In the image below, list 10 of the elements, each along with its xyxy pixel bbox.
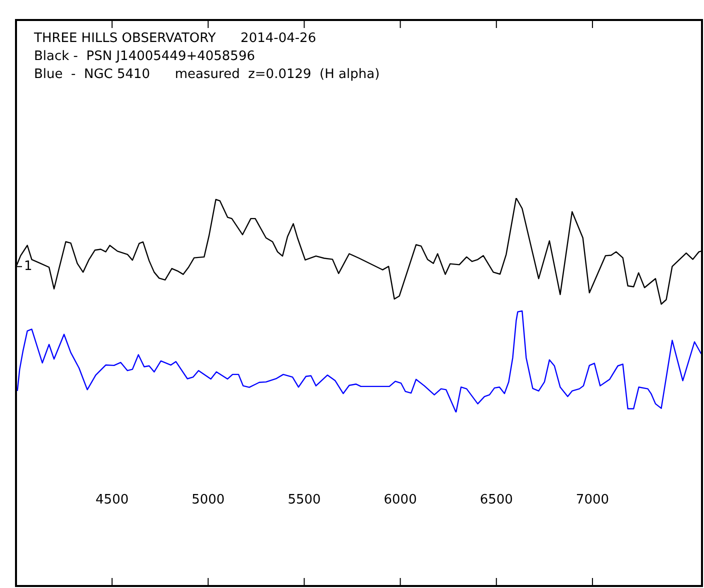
annotation: 1 [24, 258, 32, 274]
x-tick-label: 6500 [480, 492, 513, 508]
text: Blue - NGC 5410 measured z=0.0129 (H alpha) [34, 66, 380, 84]
x-tick-label: 7000 [576, 492, 610, 508]
x-tick-label: 5000 [192, 492, 225, 508]
text: Black - PSN J14005449+4058596 [34, 48, 256, 66]
x-tick-label: 4500 [96, 492, 129, 508]
chart-title: THREE HILLS OBSERVATORY 2014-04-26 [34, 30, 318, 48]
x-tick-label: 6000 [384, 492, 417, 508]
x-tick-label: 5500 [288, 492, 321, 508]
